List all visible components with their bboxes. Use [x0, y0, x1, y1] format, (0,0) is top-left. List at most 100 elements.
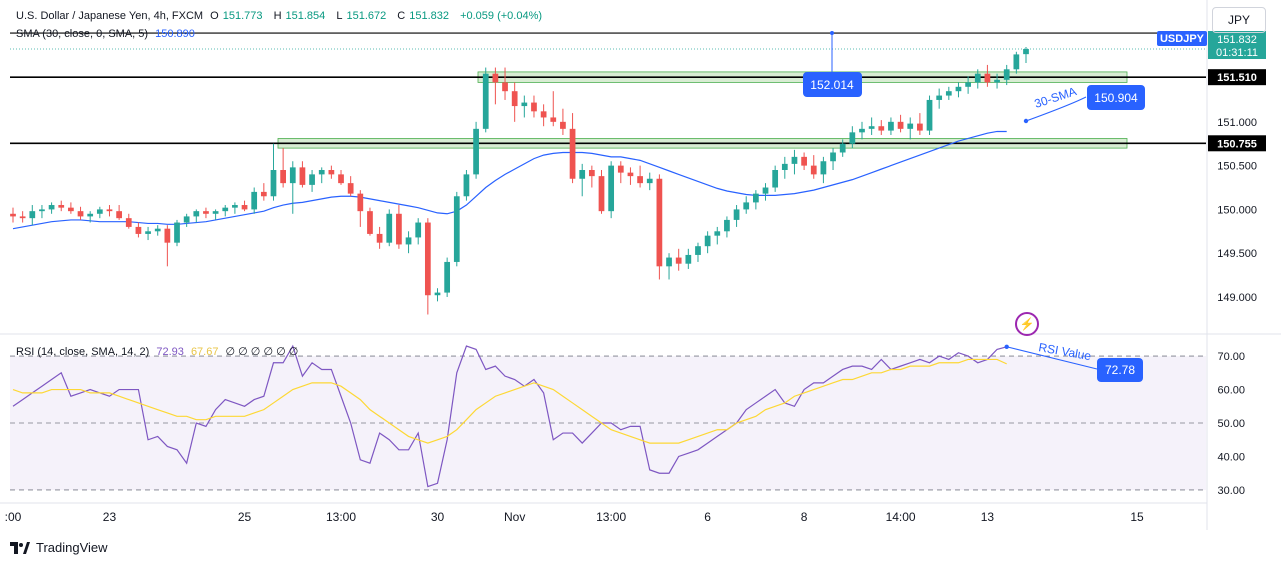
level-price-tag: [1208, 69, 1266, 86]
candle-body: [752, 193, 759, 203]
candle-body: [685, 254, 692, 264]
candle-body: [781, 163, 788, 170]
brand-name: TradingView: [36, 540, 108, 555]
candle-body: [135, 226, 142, 234]
candle-body: [444, 261, 451, 293]
symbol-tag: [1157, 31, 1207, 46]
sma-legend[interactable]: SMA (30, close, 0, SMA, 5) 150.890: [16, 28, 199, 40]
candle-body: [974, 73, 981, 83]
rsi-legend-extra: ∅ ∅ ∅ ∅ ∅ ∅: [225, 346, 299, 358]
candle-body: [434, 292, 441, 296]
ohlc-close: C 151.832: [397, 10, 450, 22]
candle-body: [550, 117, 557, 122]
time-axis-tick: 25: [238, 510, 252, 524]
candle-body: [810, 165, 817, 175]
symbol-header: U.S. Dollar / Japanese Yen, 4h, FXCM O 15…: [16, 10, 546, 22]
currency-button[interactable]: JPY: [1212, 7, 1266, 33]
candle-body: [260, 191, 267, 197]
candle-body: [907, 123, 914, 129]
symbol-tag-text: USDJPY: [1160, 33, 1205, 45]
ohlc-high: H 151.854: [273, 10, 326, 22]
lightning-icon[interactable]: ⚡: [1015, 312, 1039, 336]
candle-body: [183, 216, 190, 223]
time-axis-tick: 23: [103, 510, 117, 524]
candle-body: [627, 172, 634, 177]
candle-body: [666, 257, 672, 267]
sma-pointer-dot: [1023, 118, 1029, 124]
sma-callout: [1087, 85, 1145, 110]
candle-body: [868, 126, 875, 129]
candle-body: [415, 222, 422, 238]
rsi-callout-text: 72.78: [1105, 363, 1135, 377]
current-price-tag: [1208, 31, 1266, 59]
candle-body: [164, 228, 171, 243]
candle-body: [521, 102, 528, 107]
candle-body: [839, 143, 846, 153]
candle-body: [945, 91, 952, 96]
candle-body: [646, 178, 653, 184]
time-axis-tick: 14:00: [886, 510, 916, 524]
sma-legend-label: SMA (30, close, 0, SMA, 5): [16, 28, 149, 40]
candle-body: [87, 213, 94, 217]
candle-body: [743, 202, 750, 210]
candle-body: [174, 222, 180, 243]
candle-body: [328, 170, 335, 175]
candle-body: [917, 123, 923, 131]
candle-body: [482, 73, 489, 129]
tradingview-logo-icon: [10, 541, 30, 554]
rsi-axis-tick: 40.00: [1217, 451, 1245, 463]
brand-footer[interactable]: TradingView: [10, 540, 108, 555]
candle-body: [579, 170, 586, 179]
candle-body: [270, 170, 277, 197]
candle-body: [463, 174, 470, 197]
candle-body: [1003, 69, 1010, 80]
rsi-pointer-dot: [1004, 344, 1009, 349]
level-price-text: 150.755: [1217, 138, 1257, 150]
candle-body: [704, 235, 711, 247]
candle-body: [714, 231, 721, 236]
candle-body: [608, 165, 615, 212]
candle-body: [386, 213, 393, 243]
symbol-title: U.S. Dollar / Japanese Yen, 4h, FXCM: [16, 10, 204, 22]
candle-body: [656, 178, 663, 267]
candle-body: [251, 191, 258, 210]
candle-body: [125, 218, 132, 227]
candle-body: [318, 170, 325, 175]
time-axis-tick: 15: [1130, 510, 1144, 524]
candle-body: [289, 167, 296, 184]
candle-body: [39, 209, 45, 212]
candle-body: [492, 73, 499, 83]
candle-body: [145, 231, 151, 234]
candle-body: [96, 209, 103, 214]
rsi-legend[interactable]: RSI (14, close, SMA, 14, 2) 72.93 67.67 …: [16, 345, 302, 358]
candle-body: [617, 165, 624, 173]
rsi-sma-line: [12, 358, 1007, 444]
candle-body: [849, 132, 856, 144]
candle-body: [77, 211, 84, 217]
candle-body: [424, 222, 431, 296]
level-callout: [803, 72, 862, 97]
candle-body: [675, 257, 682, 264]
candle-body: [724, 219, 730, 232]
candle-body: [801, 156, 807, 166]
candle-body: [936, 95, 943, 100]
level-price-text: 151.510: [1217, 72, 1257, 84]
candle-body: [733, 209, 740, 220]
current-price-text: 151.832: [1217, 34, 1257, 46]
candle-body: [396, 213, 402, 245]
rsi-callout: [1097, 358, 1143, 382]
candle-body: [232, 205, 238, 208]
candle-body: [19, 216, 26, 219]
sma-legend-value: 150.890: [155, 28, 195, 40]
time-axis-tick: 30: [431, 510, 445, 524]
candle-body: [106, 209, 113, 212]
rsi-pointer-line: [1006, 346, 1098, 370]
level-price-tag: [1208, 135, 1266, 152]
candle-body: [791, 156, 798, 164]
candle-body: [859, 128, 865, 133]
candle-body: [588, 170, 595, 177]
candle-body: [29, 211, 36, 219]
candle-body: [193, 211, 200, 217]
candle-body: [955, 86, 962, 92]
